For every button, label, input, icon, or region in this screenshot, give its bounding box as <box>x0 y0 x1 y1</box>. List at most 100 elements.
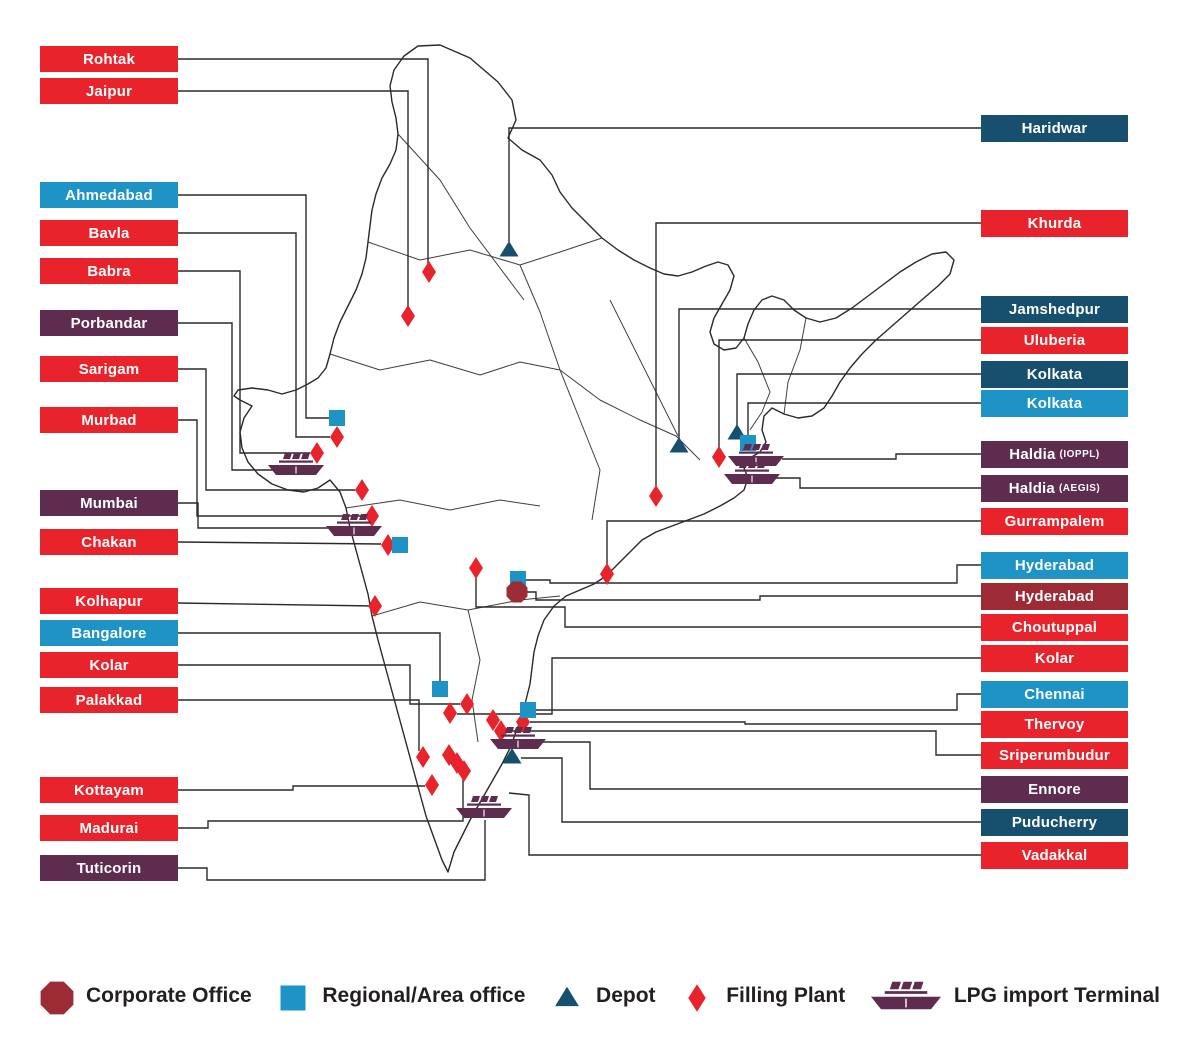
right-label-puducherry: Puducherry <box>981 809 1128 836</box>
label-text: Sarigam <box>78 360 140 378</box>
regional-office-chennai <box>520 702 536 718</box>
label-text: Kottayam <box>74 781 144 799</box>
line-palakkad <box>178 699 420 751</box>
line-murbad <box>178 419 365 517</box>
depot-puducherry <box>502 748 522 764</box>
legend-label: Corporate Office <box>86 984 252 1007</box>
lpg-terminal-ennore <box>490 727 546 749</box>
line-choutuppal <box>475 575 981 628</box>
left-label-jaipur: Jaipur <box>40 78 178 104</box>
label-text: Hyderabad <box>1014 588 1095 605</box>
label-text: Porbandar <box>70 314 148 332</box>
lpg-terminal-haldia-aegis <box>724 462 780 484</box>
legend-item-filling-plant: Filling Plant <box>680 976 845 1016</box>
label-text: Madurai <box>79 819 139 837</box>
line-haridwar <box>508 127 981 242</box>
line-haldia-ioppl <box>782 453 981 460</box>
right-label-ennore: Ennore <box>981 776 1128 803</box>
filling-plant-icon <box>688 984 706 1012</box>
right-label-haridwar: Haridwar <box>981 115 1128 142</box>
line-jamshedpur <box>678 308 981 438</box>
line-ennore <box>540 741 981 790</box>
left-label-madurai: Madurai <box>40 815 178 841</box>
line-babra <box>178 270 310 454</box>
left-label-kolar: Kolar <box>40 652 178 678</box>
filling-plant-uluberia <box>712 446 726 468</box>
legend-label: Filling Plant <box>726 984 846 1007</box>
label-text: Jamshedpur <box>1008 301 1101 318</box>
depot-icon <box>555 986 579 1007</box>
right-label-haldia-aegis: Haldia (AEGIS) <box>981 475 1128 502</box>
label-text: Palakkad <box>75 691 143 709</box>
filling-plant-kolar-2 <box>443 702 457 724</box>
label-text: Babra <box>87 262 131 280</box>
label-text: Bavla <box>88 224 130 242</box>
right-label-thervoy: Thervoy <box>981 711 1128 738</box>
label-text: Kolkata <box>1026 366 1083 383</box>
right-label-choutuppal: Choutuppal <box>981 614 1128 641</box>
filling-plant-kolar-1 <box>460 693 474 715</box>
right-label-vadakkal: Vadakkal <box>981 842 1128 869</box>
right-label-khurda: Khurda <box>981 210 1128 237</box>
label-text: Gurrampalem <box>1004 513 1105 530</box>
right-label-hyderabad: Hyderabad <box>981 583 1128 610</box>
left-label-palakkad: Palakkad <box>40 687 178 713</box>
label-suffix: (IOPPL) <box>1059 448 1100 460</box>
left-label-porbandar: Porbandar <box>40 310 178 336</box>
right-label-gurrampalem: Gurrampalem <box>981 508 1128 535</box>
line-vadakkal <box>508 792 981 856</box>
filling-plant-a <box>486 709 500 731</box>
line-hyderabad-corporate <box>526 591 981 601</box>
label-text: Bangalore <box>71 624 147 642</box>
line-haldia-aegis <box>776 477 981 489</box>
legend: Corporate Office Regional/Area office Depo… <box>40 968 1160 1024</box>
label-text: Vadakkal <box>1021 847 1088 864</box>
filling-plant-jaipur <box>401 305 415 327</box>
left-label-bavla: Bavla <box>40 220 178 246</box>
legend-item-depot: Depot <box>550 976 656 1016</box>
label-text: Khurda <box>1027 215 1082 232</box>
label-text: Jaipur <box>85 82 133 100</box>
label-text: Puducherry <box>1011 814 1098 831</box>
regional-office-ahmedabad <box>329 410 345 426</box>
line-mumbai <box>178 502 336 529</box>
left-label-kottayam: Kottayam <box>40 777 178 803</box>
filling-plant-chakan <box>381 534 395 556</box>
left-label-sarigam: Sarigam <box>40 356 178 382</box>
regional-area-office-icon <box>280 985 306 1011</box>
label-text: Chakan <box>81 533 137 551</box>
state-boundaries <box>329 133 807 743</box>
label-text: Haridwar <box>1021 120 1088 137</box>
filling-plant-khurda <box>649 485 663 507</box>
line-chakan <box>177 541 382 545</box>
filling-plant-madurai <box>457 760 471 782</box>
line-bavla <box>178 232 330 438</box>
right-label-kolkata: Kolkata <box>981 390 1128 417</box>
filling-plant-kottayam <box>425 774 439 796</box>
line-kolar-left <box>178 664 460 705</box>
line-jaipur <box>178 90 409 308</box>
map-markers <box>268 241 784 818</box>
label-text: Ahmedabad <box>65 186 153 204</box>
label-text: Chennai <box>1024 686 1085 703</box>
line-bangalore <box>178 632 441 682</box>
line-kolhapur <box>177 602 376 607</box>
label-text: Kolar <box>89 656 129 674</box>
line-hyderabad-office <box>526 564 981 584</box>
india-map-outline <box>233 44 955 873</box>
label-text: Haldia <box>1008 480 1055 497</box>
legend-label: Depot <box>596 984 656 1007</box>
filling-plant-babra <box>310 442 324 464</box>
right-label-chennai: Chennai <box>981 681 1128 708</box>
left-label-rohtak: Rohtak <box>40 46 178 72</box>
label-text: Hyderabad <box>1014 557 1095 574</box>
regional-office-bangalore <box>432 681 448 697</box>
left-label-kolhapur: Kolhapur <box>40 588 178 614</box>
legend-label: Regional/Area office <box>322 984 526 1007</box>
line-uluberia <box>718 339 981 449</box>
right-label-hyderabad: Hyderabad <box>981 552 1128 579</box>
legend-item-regional-area-office: Regional/Area office <box>276 976 525 1016</box>
left-label-ahmedabad: Ahmedabad <box>40 182 178 208</box>
lpg-import-terminal-icon <box>870 981 941 1010</box>
